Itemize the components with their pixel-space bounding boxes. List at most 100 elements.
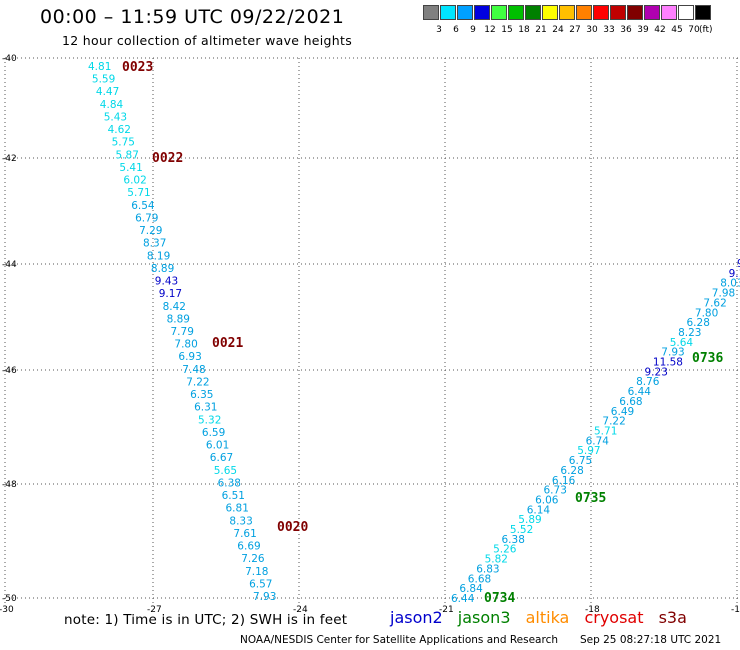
legend-swatch (542, 5, 558, 20)
legend-label: 70 (688, 25, 700, 35)
wave-height-label: 4.81 (88, 61, 111, 73)
wave-height-label: 6.69 (237, 541, 260, 553)
page-title: 00:00 – 11:59 UTC 09/22/2021 (40, 6, 345, 28)
wave-height-label: 6.16 (552, 475, 576, 487)
legend-label: 27 (569, 25, 581, 35)
wave-height-label: 6.28 (560, 465, 583, 477)
pass-time-label: 0023 (122, 60, 153, 75)
latitude-tick-label: -46 (2, 366, 17, 376)
legend-swatch (661, 5, 677, 20)
wave-height-label: 7.48 (182, 364, 205, 376)
legend-unit: (ft) (699, 25, 713, 35)
wave-height-label: 8.42 (163, 301, 186, 313)
wave-height-label: 5.52 (510, 524, 533, 536)
altimeter-tracks: 4.815.594.474.845.434.625.755.875.416.02… (88, 60, 740, 606)
wave-height-label: 7.98 (712, 288, 735, 300)
legend-swatch (440, 5, 456, 20)
wave-height-label: 6.67 (210, 452, 233, 464)
wave-height-label: 4.62 (108, 124, 131, 136)
wave-height-label: 9.17 (159, 288, 182, 300)
wave-height-label: 6.75 (569, 455, 592, 467)
wave-height-label: 6.68 (468, 573, 491, 585)
wave-height-label: 6.38 (218, 477, 241, 489)
wave-height-label: 4.84 (100, 99, 124, 111)
wave-height-label: 5.82 (485, 554, 508, 566)
wave-height-label: 8.89 (151, 263, 174, 275)
wave-height-label: 5.43 (104, 112, 127, 124)
wave-height-label: 5.75 (112, 137, 135, 149)
longitude-tick-labels: -30 -27 -24 -21 -18 -15 (0, 605, 740, 615)
pass-time-label: 0020 (277, 520, 308, 535)
legend-swatch (559, 5, 575, 20)
legend-label: 24 (552, 25, 564, 35)
wave-height-label: 7.22 (602, 416, 625, 428)
wave-height-label: 6.93 (178, 351, 201, 363)
wave-height-label: 9.1 (729, 268, 740, 280)
wave-height-label: 5.71 (127, 187, 150, 199)
wave-height-label: 6.02 (123, 175, 146, 187)
wave-height-label: 9.43 (155, 276, 178, 288)
wave-height-label: 5.65 (214, 465, 237, 477)
wave-height-label: 8.76 (636, 376, 660, 388)
wave-height-label: 6.44 (628, 386, 652, 398)
wave-height-label: 8.03 (720, 278, 740, 290)
wave-height-label: 5.41 (119, 162, 142, 174)
wave-height-label: 7.93 (253, 591, 276, 603)
wave-height-label: 4.47 (96, 86, 119, 98)
wave-height-label: 6.44 (451, 593, 475, 605)
credit-line: NOAA/NESDIS Center for Satellite Applica… (240, 634, 558, 646)
wave-height-label: 6.81 (226, 503, 249, 515)
latitude-tick-label: -40 (2, 54, 17, 64)
wave-height-label: 5.89 (518, 514, 541, 526)
wave-height-label: 7.80 (695, 307, 718, 319)
legend-label: 36 (620, 25, 632, 35)
wave-height-label: 6.35 (190, 389, 213, 401)
longitude-tick-label: -15 (731, 605, 740, 615)
lat-lon-grid (4, 57, 740, 605)
legend-label: 30 (586, 25, 598, 35)
wave-height-label: 7.80 (174, 339, 197, 351)
wave-height-label: 6.54 (131, 200, 155, 212)
wave-height-label: 6.68 (619, 396, 642, 408)
legend-label: 15 (501, 25, 513, 35)
longitude-tick-label: -24 (293, 605, 308, 615)
wave-height-label: 7.62 (703, 297, 726, 309)
legend-label: 9 (470, 25, 476, 35)
legend-swatch (576, 5, 592, 20)
wave-height-label: 8.33 (229, 515, 252, 527)
wave-height-label: 6.79 (135, 212, 158, 224)
wave-height-label: 6.73 (544, 485, 567, 497)
legend-swatch (457, 5, 473, 20)
legend-swatch (508, 5, 524, 20)
wave-height-label: 6.38 (502, 534, 525, 546)
legend-swatch (423, 5, 439, 20)
wave-height-label: 5.64 (670, 337, 694, 349)
wave-height-label: 6.14 (527, 504, 551, 516)
wave-height-label: 7.61 (233, 528, 256, 540)
wave-height-label: 6.06 (535, 495, 559, 507)
legend-label: 12 (484, 25, 496, 35)
legend-label: 6 (453, 25, 459, 35)
wave-height-label: 6.74 (586, 435, 610, 447)
wave-height-label: 6.28 (687, 317, 710, 329)
wave-height-label: 8.89 (167, 313, 190, 325)
legend-label: 39 (637, 25, 649, 35)
wave-height-label: 7.93 (661, 347, 684, 359)
wave-height-label: 9. (737, 258, 740, 270)
legend-swatch (678, 5, 694, 20)
satellite-cryosat: cryosat (584, 608, 644, 627)
legend-swatch (610, 5, 626, 20)
wave-height-label: 6.57 (249, 578, 272, 590)
wave-height-label: 8.19 (147, 250, 170, 262)
footnote: note: 1) Time is in UTC; 2) SWH is in fe… (64, 612, 348, 628)
legend-swatch (695, 5, 711, 20)
satellite-jason2: jason2 (390, 608, 443, 627)
wave-height-label: 7.79 (171, 326, 194, 338)
legend-swatch (627, 5, 643, 20)
wave-height-label: 5.59 (92, 74, 115, 86)
latitude-tick-label: -50 (2, 594, 17, 604)
longitude-tick-label: -27 (147, 605, 162, 615)
wave-height-label: 5.26 (493, 544, 517, 556)
wave-height-label: 6.51 (222, 490, 245, 502)
